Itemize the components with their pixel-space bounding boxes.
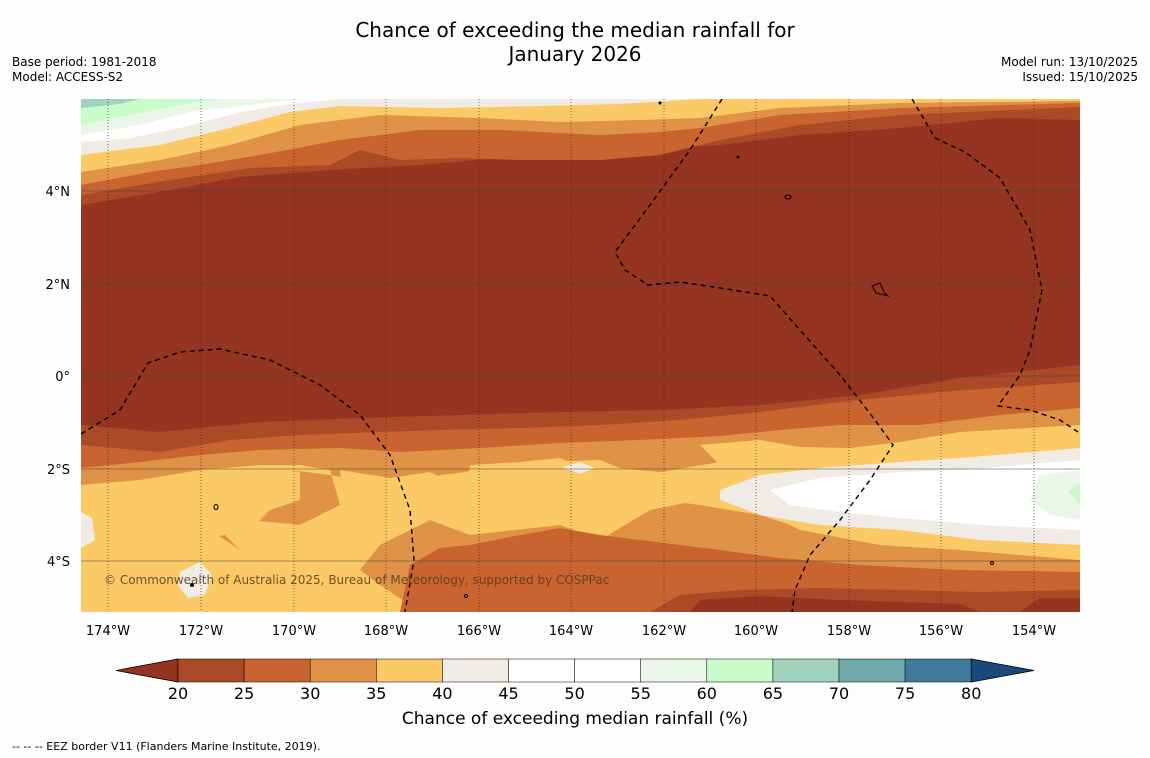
zone-south-45-55-right <box>770 460 1080 530</box>
colorbar-tick-label: 80 <box>961 684 982 703</box>
zone-south-below-20-bottom <box>690 596 980 612</box>
zone-north-60-65 <box>81 99 220 125</box>
lon-label: 164°W <box>549 624 593 639</box>
colorbar-segment <box>706 658 774 683</box>
meta-left: Base period: 1981-2018 Model: ACCESS-S2 <box>12 55 157 85</box>
colorbar-tick-label: 75 <box>894 684 916 703</box>
zone-south-below-20-bottom2 <box>1020 598 1080 612</box>
colorbar-tick-label: 60 <box>696 684 717 703</box>
colorbar-segment <box>243 658 311 683</box>
islands <box>190 101 994 598</box>
zone-patch-40-45-c <box>81 512 95 548</box>
zone-patch-40-45-a <box>562 462 595 474</box>
copyright-text: © Commonwealth of Australia 2025, Bureau… <box>104 573 609 587</box>
lon-label: 162°W <box>642 624 686 639</box>
lon-axis-labels: 174°W 172°W 170°W 168°W 166°W 164°W 162°… <box>86 624 1056 639</box>
colorbar-segment <box>640 658 708 683</box>
colorbar-segment <box>442 658 509 683</box>
eez-footnote: -- -- -- EEZ border V11 (Flanders Marine… <box>12 740 321 753</box>
colorbar-tick-label: 25 <box>233 684 255 703</box>
zone-south-60-65-right <box>1068 482 1080 505</box>
lat-label: 4°S <box>47 555 70 570</box>
model-text: Model: ACCESS-S2 <box>12 70 124 84</box>
colorbar-segment <box>508 658 575 683</box>
colorbar-tick-label: 20 <box>167 684 189 703</box>
colorbar-low-extend <box>115 658 179 683</box>
zone-patch-40-45-b <box>178 562 212 598</box>
model-run-text: Model run: 13/10/2025 <box>1000 55 1138 69</box>
lon-label: 172°W <box>179 624 223 639</box>
lon-label: 170°W <box>272 624 316 639</box>
lat-label: 2°N <box>46 278 71 293</box>
colorbar-high-extend <box>970 658 1035 683</box>
eez-borders <box>81 99 1079 612</box>
lat-axis-labels: 4°N 2°N 0° 2°S 4°S <box>46 185 71 570</box>
zone-north-35-40 <box>81 99 1080 172</box>
lon-label: 156°W <box>919 624 963 639</box>
zone-south-55-60-right <box>1030 470 1080 520</box>
zone-south-35-40-mid <box>465 458 660 520</box>
lon-label: 154°W <box>1012 624 1056 639</box>
colorbar-tick-label: 30 <box>300 684 321 703</box>
colorbar-tick-label: 40 <box>432 684 453 703</box>
colorbar-segment <box>772 658 840 683</box>
map-area: © Commonwealth of Australia 2025, Bureau… <box>81 99 1080 612</box>
colorbar-segment <box>574 658 641 683</box>
meta-right: Model run: 13/10/2025 Issued: 15/10/2025 <box>1001 55 1138 85</box>
lat-label: 0° <box>55 370 70 385</box>
lon-label: 174°W <box>86 624 130 639</box>
colorbar <box>115 658 1035 683</box>
colorbar-tick-label: 55 <box>630 684 651 703</box>
issued-text: Issued: 15/10/2025 <box>1022 70 1138 84</box>
lon-label: 166°W <box>457 624 501 639</box>
lat-label: 4°N <box>46 185 71 200</box>
colorbar-tick-label: 35 <box>366 684 387 703</box>
colorbar-segment <box>904 658 972 683</box>
colorbar-segment <box>376 658 443 683</box>
colorbar-tick-label: 65 <box>762 684 784 703</box>
colorbar-tick-label: 70 <box>828 684 850 703</box>
colorbar-segment <box>177 658 245 683</box>
lon-label: 158°W <box>827 624 871 639</box>
zone-north-65-70 <box>81 99 140 108</box>
title-line-1: Chance of exceeding the median rainfall … <box>355 18 795 42</box>
lon-label: 160°W <box>734 624 778 639</box>
lat-label: 2°S <box>47 463 70 478</box>
title-line-2: January 2026 <box>508 42 642 66</box>
lon-label: 168°W <box>364 624 408 639</box>
colorbar-tick-label: 50 <box>564 684 585 703</box>
base-period-text: Base period: 1981-2018 <box>12 55 157 69</box>
latitude-lines <box>81 190 1080 562</box>
zone-south-35-40-mid2 <box>340 470 445 525</box>
colorbar-title: Chance of exceeding median rainfall (%) <box>401 709 749 729</box>
colorbar-tick-label: 45 <box>498 684 519 703</box>
colorbar-segment <box>838 658 906 683</box>
zone-south-35-40-left <box>81 468 300 612</box>
map-title: Chance of exceeding the median rainfall … <box>0 18 1150 66</box>
colorbar-segment <box>309 658 377 683</box>
